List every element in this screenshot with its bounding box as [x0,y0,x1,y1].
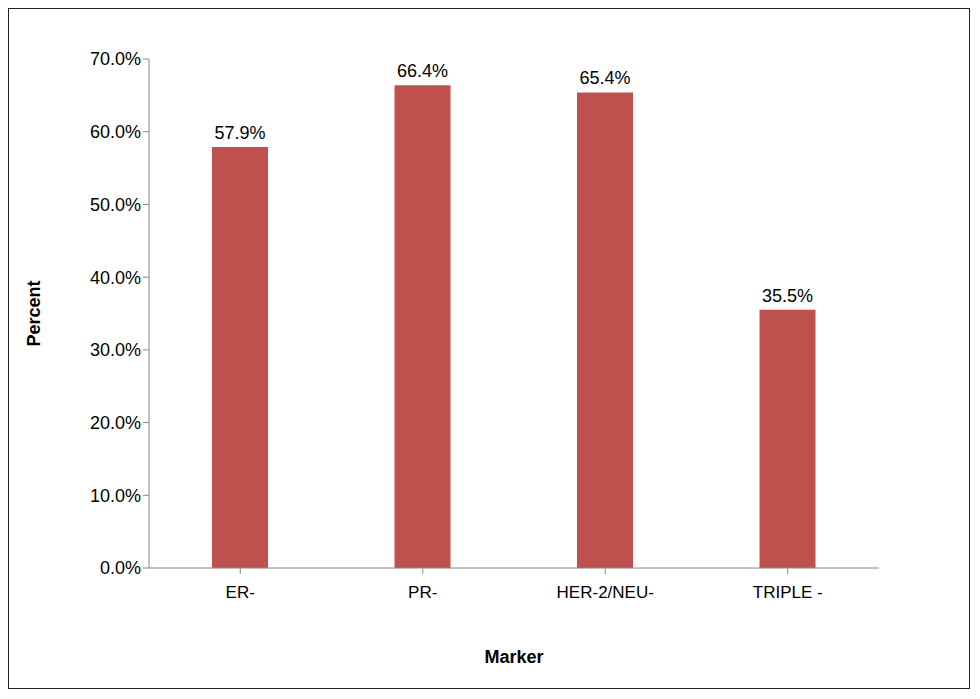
svg-text:70.0%: 70.0% [90,49,141,69]
svg-text:Marker: Marker [484,647,543,667]
svg-text:20.0%: 20.0% [90,413,141,433]
svg-text:50.0%: 50.0% [90,195,141,215]
svg-text:Percent: Percent [24,280,44,346]
svg-text:0.0%: 0.0% [100,558,141,578]
svg-text:30.0%: 30.0% [90,340,141,360]
svg-text:60.0%: 60.0% [90,122,141,142]
svg-text:40.0%: 40.0% [90,268,141,288]
svg-text:10.0%: 10.0% [90,486,141,506]
svg-text:65.4%: 65.4% [579,68,630,88]
svg-text:HER-2/NEU-: HER-2/NEU- [557,583,654,602]
svg-text:TRIPLE -: TRIPLE - [753,583,823,602]
svg-text:66.4%: 66.4% [397,61,448,81]
svg-text:PR-: PR- [408,583,437,602]
svg-text:35.5%: 35.5% [762,286,813,306]
svg-text:ER-: ER- [226,583,255,602]
svg-text:57.9%: 57.9% [214,123,265,143]
